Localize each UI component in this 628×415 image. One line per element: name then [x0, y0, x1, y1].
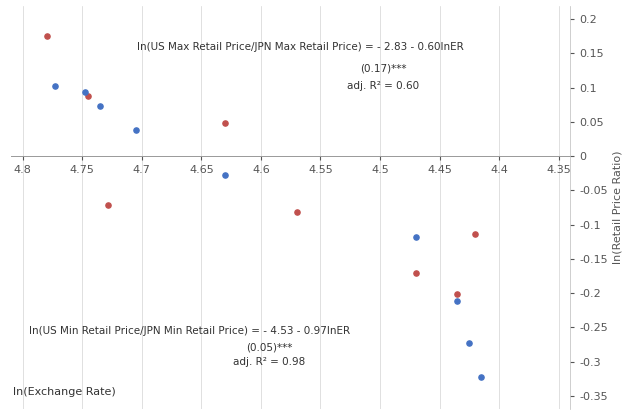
Point [220, 172, 230, 178]
Point [411, 234, 421, 240]
Point [131, 127, 141, 134]
Point [80, 88, 90, 95]
Point [50, 82, 60, 89]
Point [476, 374, 486, 381]
Point [470, 230, 480, 237]
Text: adj. R² = 0.60: adj. R² = 0.60 [347, 81, 420, 90]
Point [104, 202, 114, 209]
Text: adj. R² = 0.98: adj. R² = 0.98 [233, 356, 305, 366]
Point [41, 33, 51, 40]
Y-axis label: ln(Retail Price Ratio): ln(Retail Price Ratio) [612, 151, 622, 264]
Text: (0.05)***: (0.05)*** [246, 343, 293, 353]
Text: ln(US Min Retail Price/JPN Min Retail Price) = - 4.53 - 0.97lnER: ln(US Min Retail Price/JPN Min Retail Pr… [29, 326, 350, 336]
Point [95, 103, 105, 110]
Point [291, 209, 301, 216]
Point [464, 340, 474, 347]
Point [411, 269, 421, 276]
Point [452, 298, 462, 305]
Point [220, 120, 230, 127]
Point [452, 291, 462, 298]
Text: ln(US Max Retail Price/JPN Max Retail Price) = - 2.83 - 0.60lnER: ln(US Max Retail Price/JPN Max Retail Pr… [137, 42, 463, 51]
Text: ln(Exchange Rate): ln(Exchange Rate) [13, 387, 116, 397]
Point [83, 93, 93, 99]
Text: (0.17)***: (0.17)*** [360, 63, 407, 73]
